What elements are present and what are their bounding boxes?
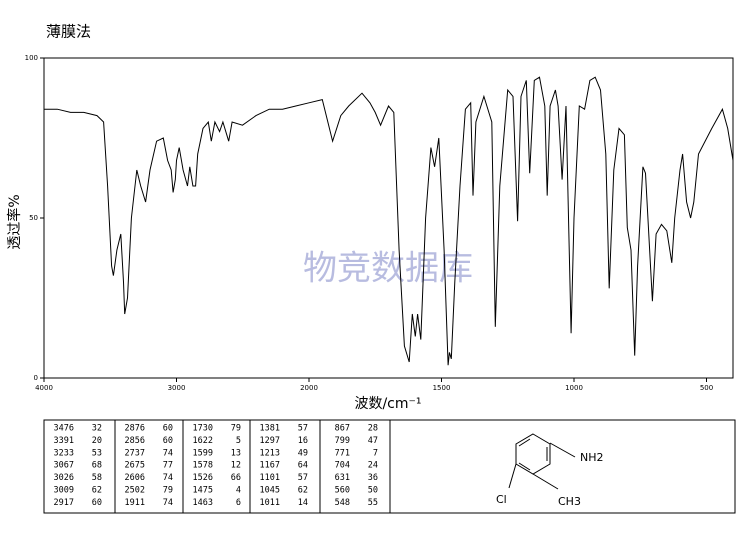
peak-wavenumber: 3067 [54, 461, 74, 471]
watermark: 物竞数据库 [303, 249, 473, 289]
peak-wavenumber: 1599 [193, 448, 213, 458]
peak-wavenumber: 1297 [260, 436, 280, 446]
peak-wavenumber: 704 [335, 461, 350, 471]
peak-transmittance: 74 [163, 473, 173, 483]
peak-transmittance: 60 [92, 498, 102, 508]
peak-transmittance: 20 [92, 436, 102, 446]
peak-transmittance: 74 [163, 448, 173, 458]
peak-transmittance: 66 [231, 473, 241, 483]
peak-wavenumber: 867 [335, 424, 350, 434]
x-tick-label: 2000 [300, 384, 318, 392]
methyl-label: CH3 [558, 495, 581, 508]
peak-wavenumber: 3233 [54, 448, 74, 458]
peak-transmittance: 12 [231, 461, 241, 471]
x-tick-label: 500 [700, 384, 713, 392]
peak-transmittance: 58 [92, 473, 102, 483]
peak-transmittance: 24 [368, 461, 378, 471]
peak-transmittance: 5 [236, 436, 241, 446]
peak-wavenumber: 1622 [193, 436, 213, 446]
peak-wavenumber: 1381 [260, 424, 280, 434]
peak-wavenumber: 1011 [260, 498, 280, 508]
peak-transmittance: 13 [231, 448, 241, 458]
peak-transmittance: 79 [163, 486, 173, 496]
peak-transmittance: 64 [298, 461, 308, 471]
peak-wavenumber: 3026 [54, 473, 74, 483]
peak-transmittance: 47 [368, 436, 378, 446]
peak-wavenumber: 2606 [125, 473, 145, 483]
peak-wavenumber: 2917 [54, 498, 74, 508]
peak-wavenumber: 1167 [260, 461, 280, 471]
y-tick-label: 50 [29, 214, 38, 222]
peak-wavenumber: 1730 [193, 424, 213, 434]
peak-transmittance: 4 [236, 486, 241, 496]
peak-transmittance: 60 [163, 436, 173, 446]
peak-wavenumber: 3476 [54, 424, 74, 434]
peak-transmittance: 57 [298, 473, 308, 483]
peak-wavenumber: 1101 [260, 473, 280, 483]
peak-wavenumber: 2737 [125, 448, 145, 458]
peak-transmittance: 32 [92, 424, 102, 434]
peak-transmittance: 55 [368, 498, 378, 508]
peak-wavenumber: 2856 [125, 436, 145, 446]
peak-transmittance: 36 [368, 473, 378, 483]
peak-wavenumber: 2502 [125, 486, 145, 496]
peak-wavenumber: 3391 [54, 436, 74, 446]
y-axis-label: 透过率% [6, 194, 23, 249]
peak-transmittance: 28 [368, 424, 378, 434]
y-tick-label: 100 [25, 54, 38, 62]
peak-transmittance: 74 [163, 498, 173, 508]
chart-title: 薄膜法 [46, 23, 91, 41]
peak-wavenumber: 771 [335, 448, 350, 458]
peak-transmittance: 7 [373, 448, 378, 458]
peak-transmittance: 77 [163, 461, 173, 471]
y-tick-label: 0 [34, 374, 38, 382]
structure-drawing [508, 433, 576, 490]
peak-transmittance: 16 [298, 436, 308, 446]
peak-wavenumber: 799 [335, 436, 350, 446]
chloro-label: Cl [496, 493, 507, 506]
peak-transmittance: 57 [298, 424, 308, 434]
peak-wavenumber: 560 [335, 486, 350, 496]
peak-transmittance: 14 [298, 498, 308, 508]
peak-transmittance: 50 [368, 486, 378, 496]
peak-transmittance: 79 [231, 424, 241, 434]
peak-wavenumber: 548 [335, 498, 350, 508]
spectrum-line [44, 76, 734, 366]
peak-transmittance: 6 [236, 498, 241, 508]
peak-transmittance: 62 [92, 486, 102, 496]
x-tick-label: 4000 [35, 384, 53, 392]
peak-transmittance: 68 [92, 461, 102, 471]
peak-wavenumber: 1213 [260, 448, 280, 458]
x-tick-label: 1500 [433, 384, 451, 392]
peak-wavenumber: 1463 [193, 498, 213, 508]
amine-label: NH2 [580, 451, 604, 464]
x-tick-label: 1000 [565, 384, 583, 392]
peak-wavenumber: 2876 [125, 424, 145, 434]
peak-wavenumber: 2675 [125, 461, 145, 471]
peak-transmittance: 62 [298, 486, 308, 496]
peak-wavenumber: 631 [335, 473, 350, 483]
x-tick-label: 3000 [168, 384, 186, 392]
peak-wavenumber: 1045 [260, 486, 280, 496]
peak-wavenumber: 1911 [125, 498, 145, 508]
peak-transmittance: 60 [163, 424, 173, 434]
peak-transmittance: 53 [92, 448, 102, 458]
x-axis-label: 波数/cm⁻¹ [354, 396, 421, 412]
peak-wavenumber: 1475 [193, 486, 213, 496]
peak-wavenumber: 1578 [193, 461, 213, 471]
peak-wavenumber: 1526 [193, 473, 213, 483]
peak-transmittance: 49 [298, 448, 308, 458]
peak-wavenumber: 3009 [54, 486, 74, 496]
